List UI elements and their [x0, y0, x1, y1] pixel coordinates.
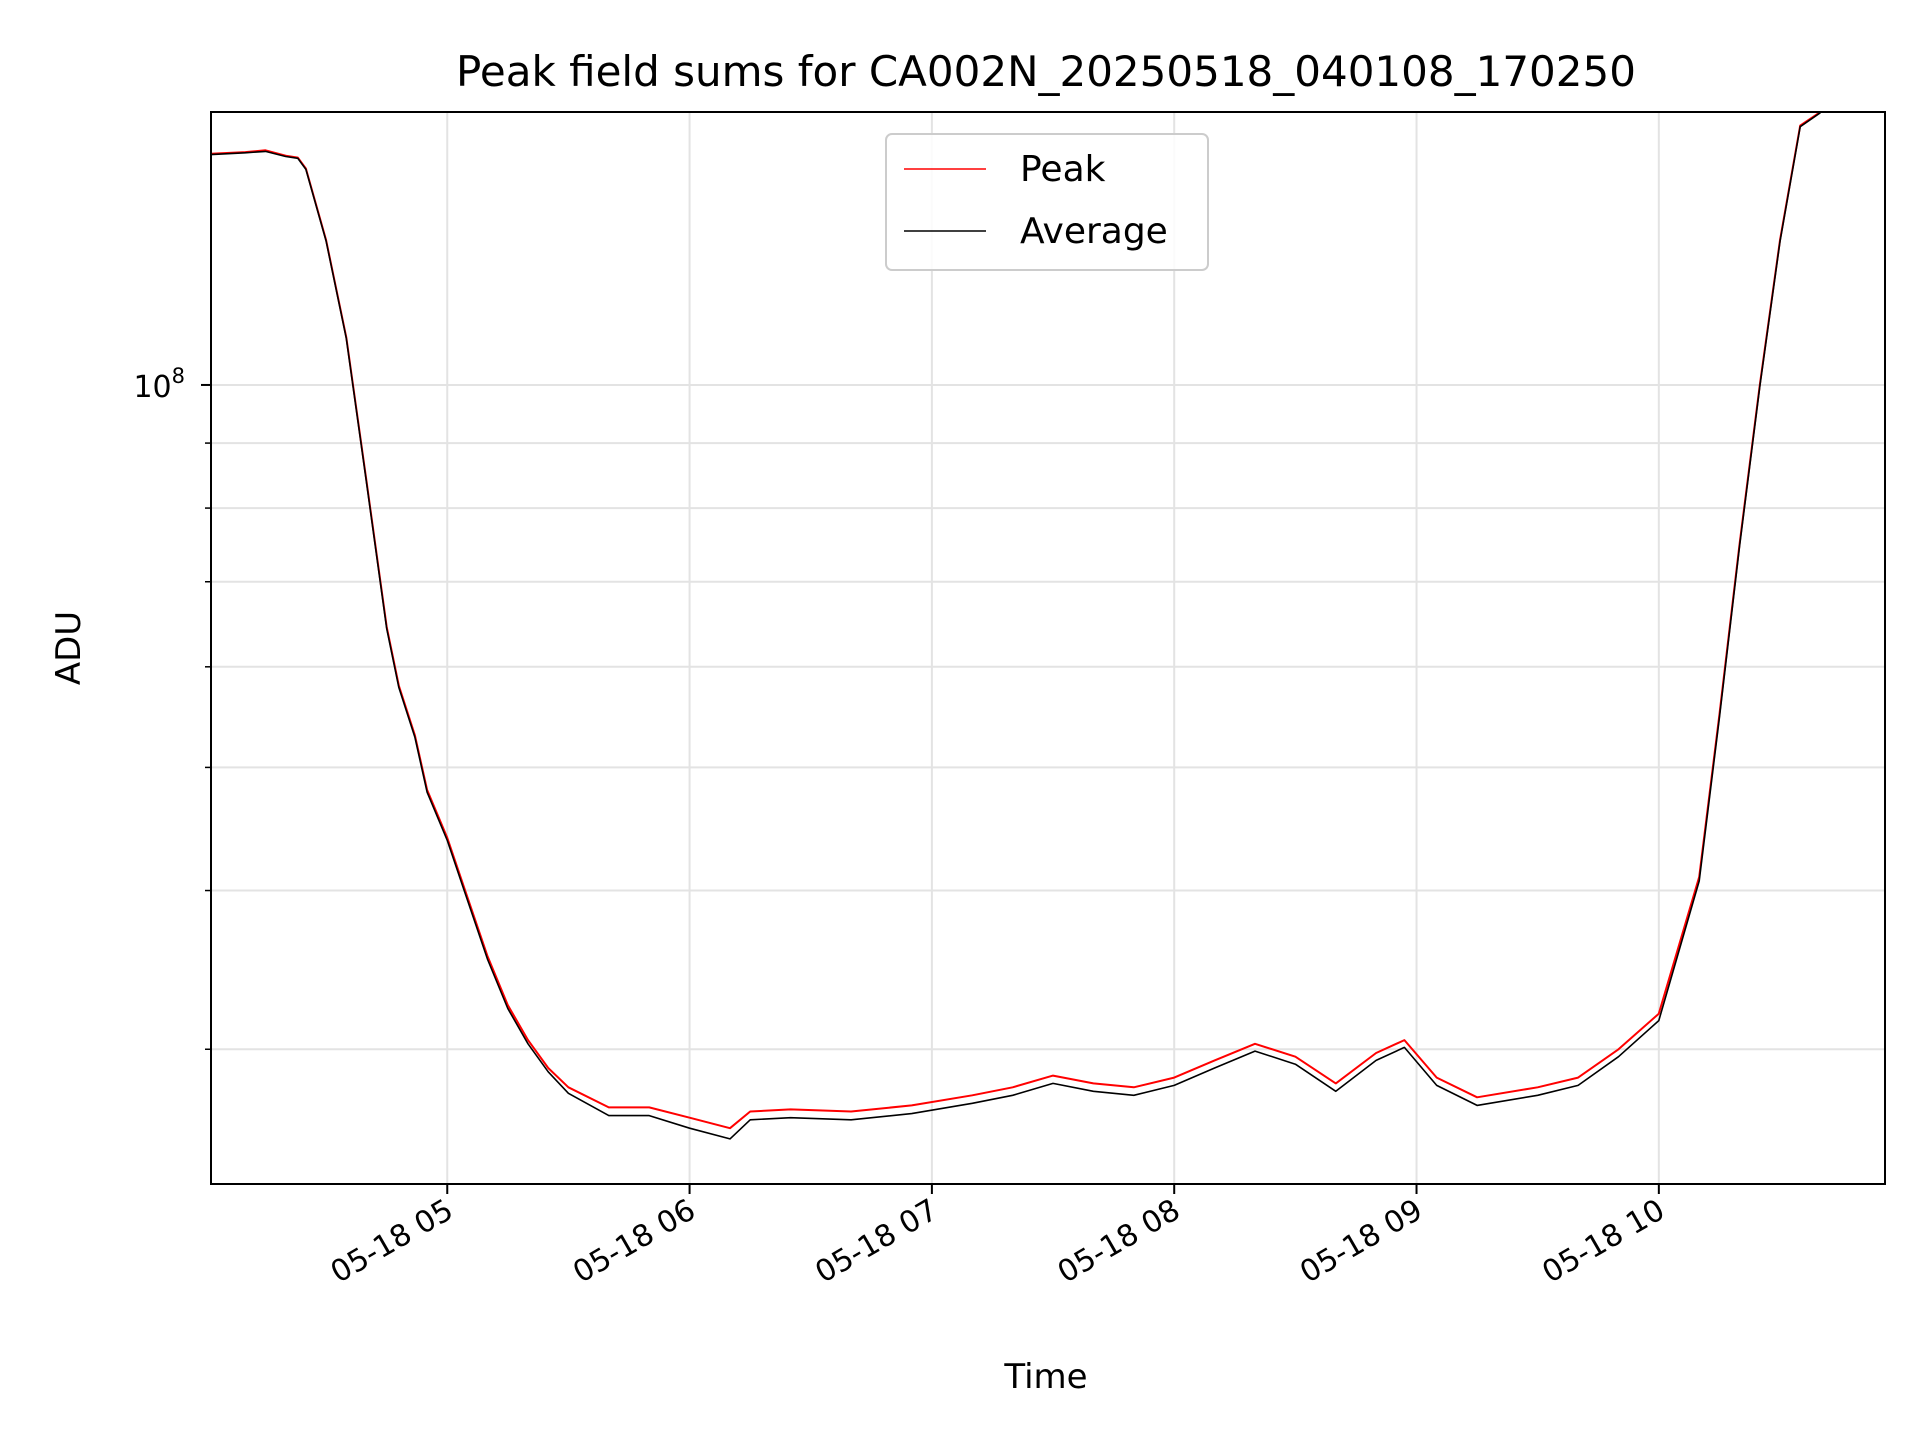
series-group	[211, 112, 1821, 1140]
y-tick-label: 108	[133, 364, 185, 405]
series-line-average	[211, 112, 1821, 1140]
legend: Peak Average	[885, 133, 1209, 271]
y-tick-base: 10	[133, 370, 171, 405]
legend-box	[885, 133, 1209, 271]
grid	[211, 112, 1885, 1184]
y-axis-label: ADU	[49, 611, 89, 685]
x-axis-label: Time	[1003, 1357, 1087, 1397]
plot-frame	[210, 111, 1886, 1185]
y-axis: 108	[133, 364, 211, 1051]
chart-title: Peak field sums for CA002N_20250518_0401…	[456, 47, 1636, 96]
y-tick-exponent: 8	[172, 364, 185, 388]
legend-label-peak: Peak	[1020, 149, 1106, 190]
legend-label-average: Average	[1020, 211, 1168, 252]
